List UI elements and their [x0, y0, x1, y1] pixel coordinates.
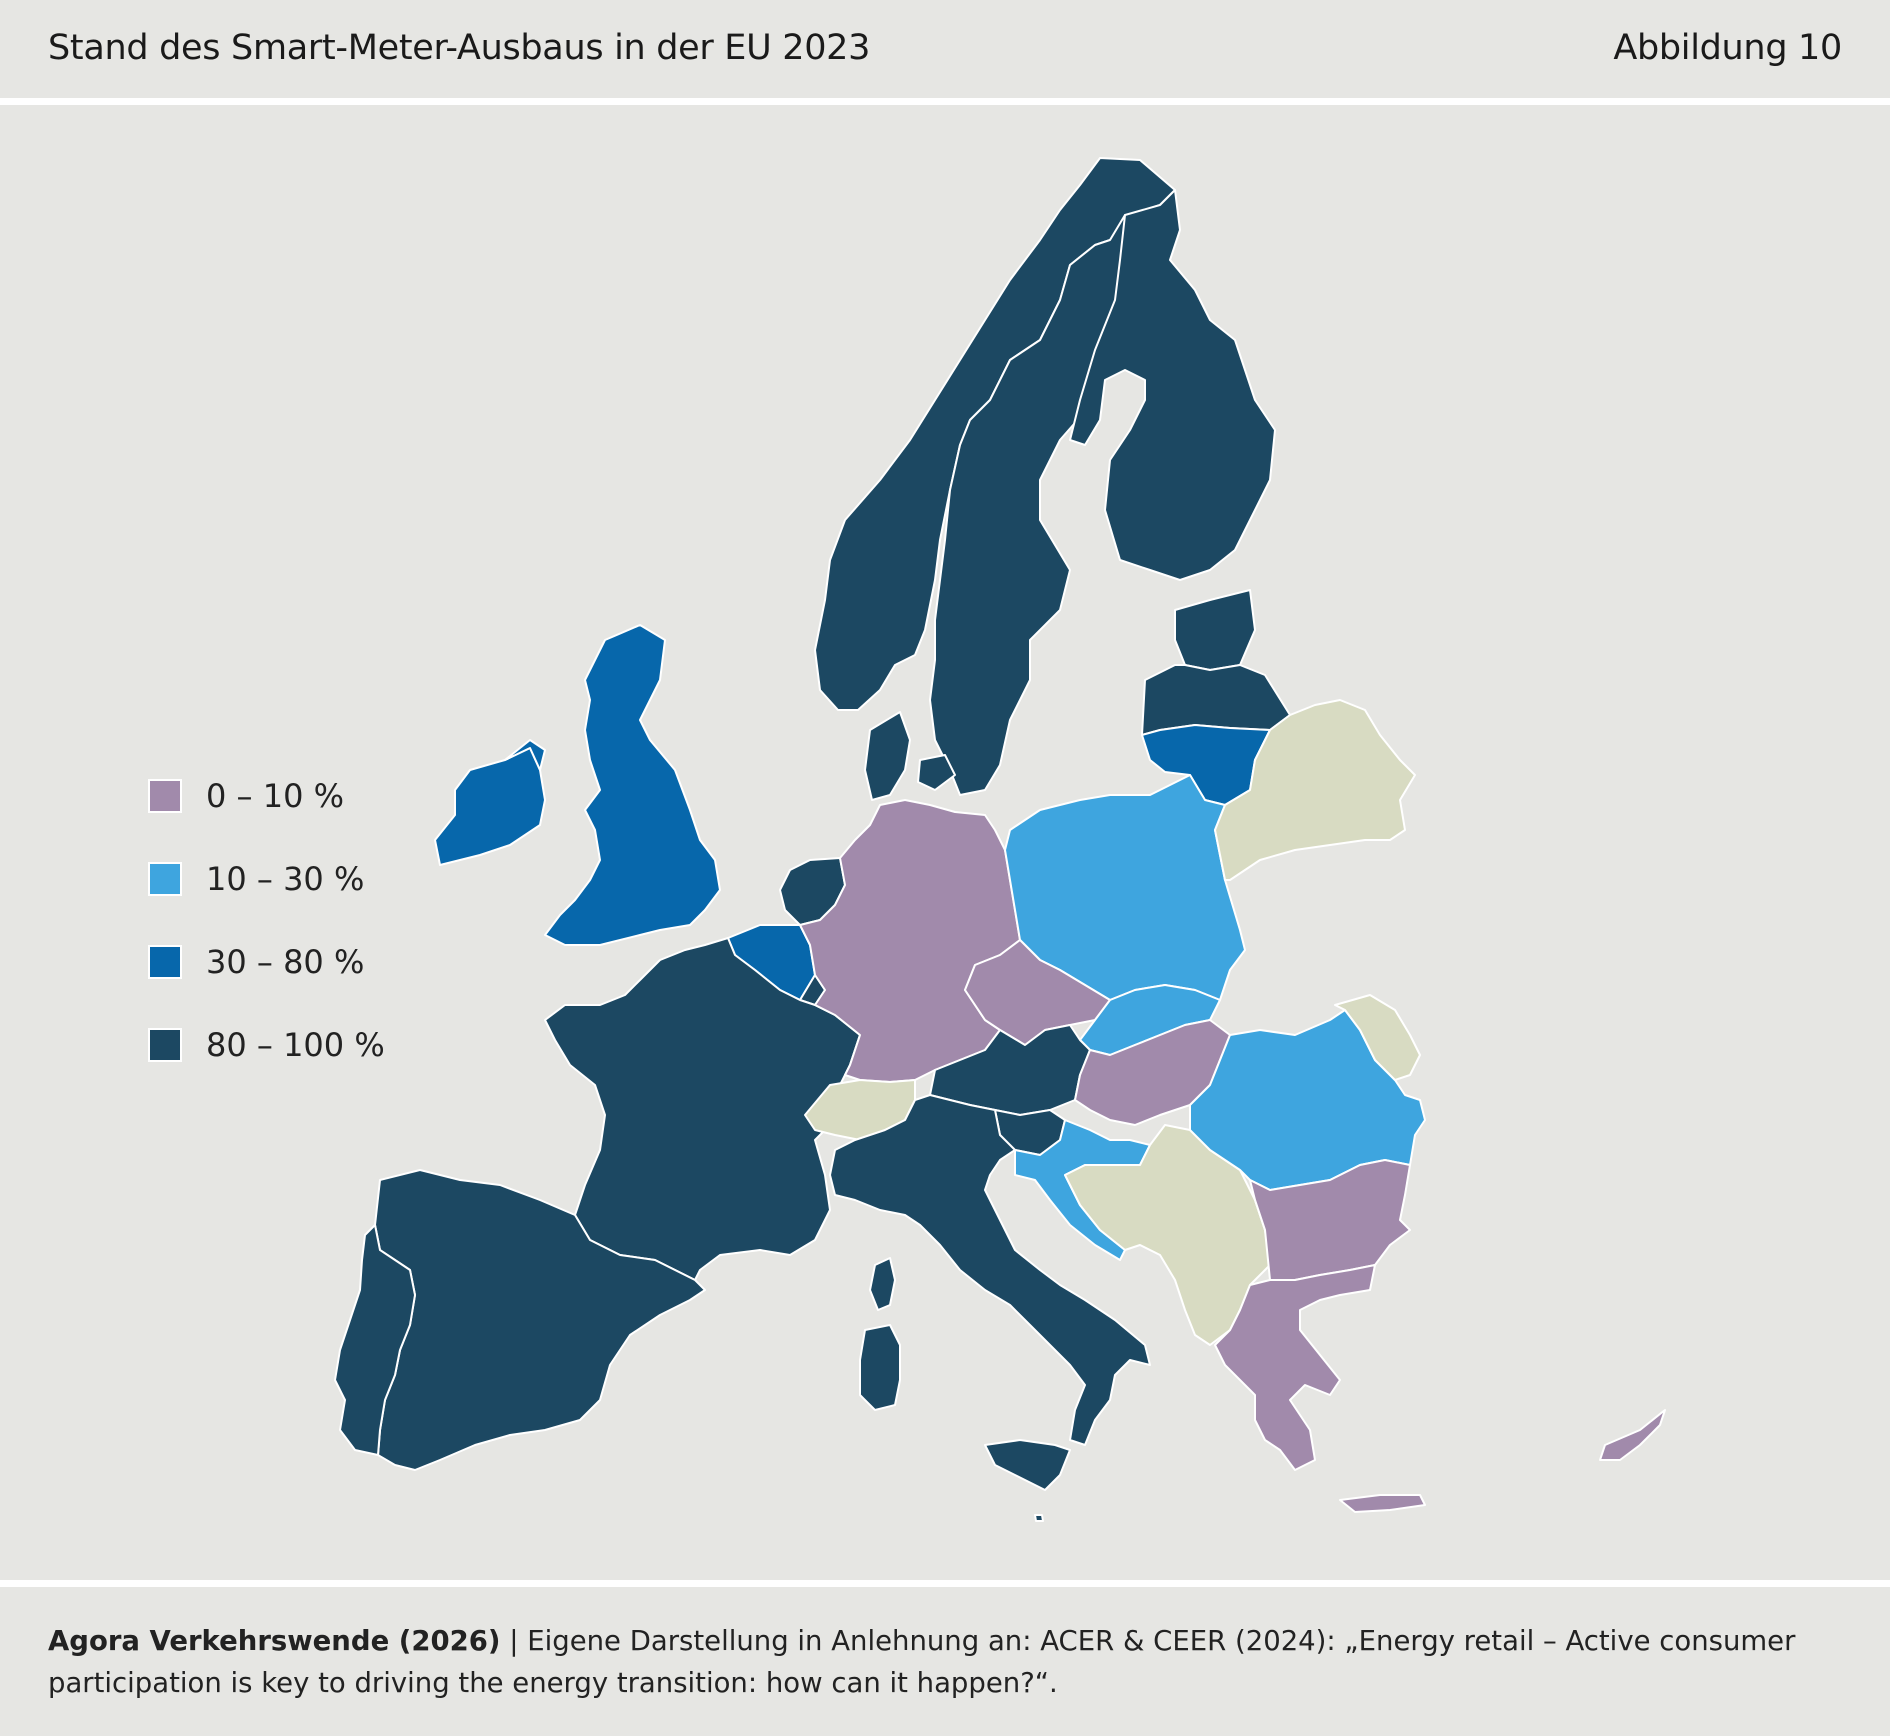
source-citation: | Eigene Darstellung in Anlehnung an: AC…	[48, 1625, 1796, 1699]
footer-divider	[0, 1580, 1890, 1587]
header: Stand des Smart-Meter-Ausbaus in der EU …	[0, 0, 1890, 96]
legend-swatch	[148, 945, 182, 979]
source-author: Agora Verkehrswende (2026)	[48, 1625, 501, 1657]
region-sardinia	[859, 1324, 901, 1411]
region-corsica	[869, 1257, 896, 1311]
source-note: Agora Verkehrswende (2026) | Eigene Dars…	[48, 1620, 1858, 1704]
legend-label: 30 – 80 %	[206, 943, 365, 981]
map-legend: 0 – 10 % 10 – 30 % 30 – 80 % 80 – 100 %	[148, 776, 385, 1108]
region-sicily	[984, 1439, 1071, 1491]
map-area	[0, 105, 1890, 1580]
legend-label: 80 – 100 %	[206, 1026, 385, 1064]
region-ireland	[434, 747, 546, 866]
region-malta	[1034, 1514, 1044, 1522]
region-greece	[1214, 1264, 1376, 1471]
region-crete	[1339, 1494, 1426, 1513]
region-estonia	[1174, 589, 1256, 671]
europe-map	[334, 157, 1666, 1522]
legend-swatch	[148, 779, 182, 813]
region-moldova	[1334, 994, 1421, 1081]
region-cyprus	[1599, 1409, 1666, 1461]
region-portugal	[334, 1224, 416, 1456]
legend-swatch	[148, 1028, 182, 1062]
region-denmark-islands	[917, 754, 956, 791]
region-northern-ireland	[504, 739, 546, 771]
figure-title: Stand des Smart-Meter-Ausbaus in der EU …	[48, 28, 871, 68]
region-belarus	[1214, 699, 1416, 881]
legend-item-10-30: 10 – 30 %	[148, 859, 385, 899]
legend-label: 0 – 10 %	[206, 777, 344, 815]
legend-swatch	[148, 862, 182, 896]
region-romania	[1189, 1009, 1426, 1191]
header-divider	[0, 98, 1890, 105]
region-united-kingdom	[544, 624, 721, 946]
region-denmark	[864, 711, 911, 801]
legend-item-0-10: 0 – 10 %	[148, 776, 385, 816]
region-latvia	[1141, 664, 1291, 736]
legend-item-80-100: 80 – 100 %	[148, 1025, 385, 1065]
region-italy	[829, 1094, 1151, 1446]
figure-number: Abbildung 10	[1613, 28, 1842, 68]
legend-label: 10 – 30 %	[206, 860, 365, 898]
legend-item-30-80: 30 – 80 %	[148, 942, 385, 982]
region-finland	[1069, 189, 1276, 581]
